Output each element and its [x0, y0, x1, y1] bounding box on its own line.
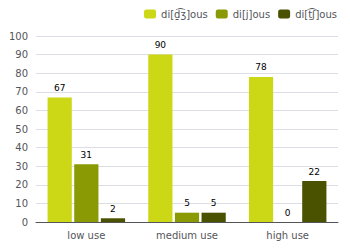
svg-text:50: 50	[15, 124, 28, 135]
svg-text:20: 20	[15, 179, 28, 190]
svg-text:67: 67	[54, 83, 65, 93]
svg-text:low use: low use	[67, 230, 105, 241]
svg-text:10: 10	[15, 198, 28, 209]
svg-text:5: 5	[211, 198, 217, 208]
svg-text:22: 22	[309, 167, 320, 177]
svg-text:0: 0	[22, 217, 28, 228]
svg-text:90: 90	[155, 40, 167, 50]
svg-text:100: 100	[9, 31, 28, 42]
svg-text:di[ṯ͡ʃ]ous: di[ṯ͡ʃ]ous	[295, 8, 337, 20]
svg-text:medium use: medium use	[156, 230, 218, 241]
svg-text:40: 40	[15, 142, 28, 153]
svg-text:di[j]ous: di[j]ous	[233, 9, 270, 20]
svg-text:90: 90	[15, 49, 28, 60]
svg-text:5: 5	[184, 198, 190, 208]
svg-text:60: 60	[15, 105, 28, 116]
svg-text:70: 70	[15, 86, 28, 97]
svg-text:78: 78	[255, 62, 267, 72]
svg-text:high use: high use	[266, 230, 309, 241]
svg-text:0: 0	[285, 208, 291, 218]
svg-text:80: 80	[15, 68, 28, 79]
svg-text:31: 31	[81, 150, 92, 160]
svg-text:di[ḏ͡ʒ]ous: di[ḏ͡ʒ]ous	[161, 8, 208, 20]
svg-text:2: 2	[110, 204, 116, 214]
svg-text:30: 30	[15, 161, 28, 172]
